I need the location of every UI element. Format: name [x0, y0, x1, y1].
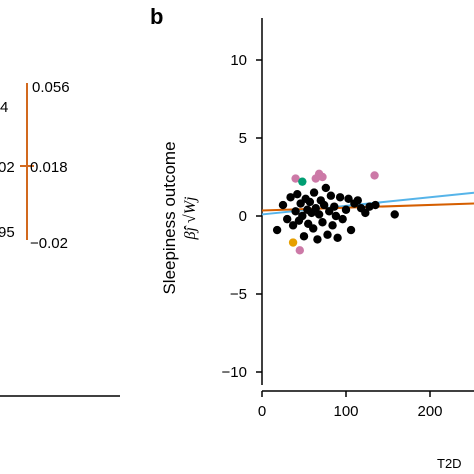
data-points: [272, 169, 399, 255]
panel-b: b Sleepiness outcome β̂j √Wj 10 5 0 −5 −10 0…: [150, 4, 474, 471]
y-axis-title: Sleepiness outcome β̂j √Wj: [160, 141, 199, 294]
panel-a-left-label-mid: 02: [0, 159, 15, 176]
panel-a-left-label-top: 4: [0, 99, 8, 116]
data-point-gold: [288, 238, 298, 247]
data-point-black: [353, 196, 362, 205]
y-tick-label: −5: [230, 286, 247, 303]
panel-a-right-label-mid: 0.018: [30, 159, 68, 176]
y-axis-title-line1: Sleepiness outcome: [160, 141, 179, 294]
data-point-black: [305, 197, 315, 207]
data-point-black: [286, 193, 295, 202]
y-axis-title-math: β̂j √Wj: [182, 196, 199, 241]
data-point-black: [323, 230, 332, 239]
panel-a-right-label-top: 0.056: [32, 79, 70, 96]
data-point-black: [314, 210, 324, 219]
data-point-black: [293, 189, 302, 199]
data-point-pink: [291, 174, 300, 183]
panel-letter: b: [150, 4, 163, 29]
data-point-black: [321, 183, 331, 193]
data-point-black: [326, 191, 336, 200]
x-ticks: 0 100 200: [258, 391, 443, 420]
panel-a: 4 02 95 0.056 0.018 −0.02: [0, 79, 120, 397]
data-point-black: [361, 208, 370, 218]
y-tick-label: 10: [230, 52, 247, 69]
x-axis-title-partial: T2D: [437, 456, 462, 471]
data-point-pink: [370, 171, 379, 180]
data-point-black: [313, 235, 322, 244]
data-point-black: [333, 233, 342, 243]
data-point-pink: [295, 246, 304, 255]
data-point-black: [338, 214, 347, 224]
x-tick-label: 0: [258, 403, 266, 420]
panel-a-left-label-bottom: 95: [0, 224, 15, 241]
data-point-black: [346, 225, 356, 235]
data-point-pink: [318, 172, 327, 182]
panel-a-right-label-bottom: −0.02: [30, 235, 68, 252]
data-point-black: [311, 204, 320, 213]
data-point-pink: [311, 174, 320, 183]
data-point-black: [331, 211, 341, 221]
data-point-black: [318, 218, 327, 227]
data-point-black: [330, 202, 339, 211]
y-ticks: 10 5 0 −5 −10: [222, 52, 262, 381]
data-point-black: [335, 193, 345, 202]
data-point-black: [288, 221, 298, 230]
y-tick-label: 5: [239, 130, 247, 147]
data-point-green: [298, 177, 307, 186]
data-point-black: [272, 225, 282, 235]
data-point-black: [344, 194, 353, 204]
y-tick-label: −10: [222, 364, 247, 381]
x-tick-label: 200: [417, 403, 442, 420]
data-point-black: [299, 232, 309, 241]
data-point-black: [309, 224, 318, 233]
data-point-black: [291, 207, 300, 216]
data-point-black: [328, 221, 337, 230]
data-point-black: [278, 200, 288, 210]
x-tick-label: 100: [333, 403, 358, 420]
data-point-black: [341, 205, 351, 214]
y-tick-label: 0: [239, 208, 247, 225]
data-point-black: [319, 200, 329, 210]
data-point-black: [390, 210, 399, 219]
data-point-black: [283, 214, 292, 224]
data-point-black: [298, 211, 307, 221]
data-point-black: [371, 200, 380, 210]
data-point-black: [309, 188, 319, 197]
